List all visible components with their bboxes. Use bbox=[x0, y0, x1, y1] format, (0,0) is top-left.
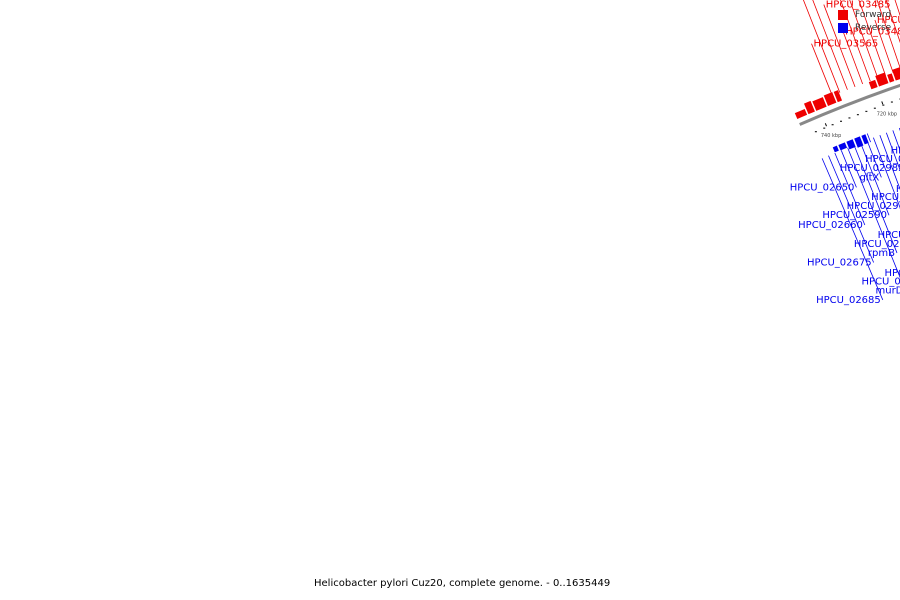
genome-backbone bbox=[799, 83, 900, 126]
tick-label: 740 kbp bbox=[821, 133, 841, 139]
position-dot bbox=[856, 114, 859, 116]
reverse-gene-label: HPCU_02920 bbox=[865, 154, 900, 165]
reverse-label-line bbox=[873, 137, 900, 209]
legend-forward-label: Forward bbox=[855, 9, 892, 20]
legend-reverse-label: Reverse bbox=[855, 22, 892, 33]
position-dot bbox=[823, 127, 826, 129]
forward-gene-label: HPCU_03480 bbox=[845, 26, 900, 37]
label-layer: HPCU_02665HPCU_02690HPCU_02705HPCU_02710… bbox=[790, 0, 900, 306]
forward-gene bbox=[875, 72, 889, 87]
reverse-gene-label: HPCU_02960 bbox=[854, 239, 900, 250]
reverse-gene-label: HPCU_02685 bbox=[816, 295, 881, 306]
reverse-label-line bbox=[821, 158, 884, 301]
forward-gene bbox=[803, 100, 815, 115]
reverse-gene bbox=[861, 134, 869, 145]
reverse-gene-label: HPCU_02590 bbox=[822, 210, 887, 221]
reverse-gene-label: gltX bbox=[859, 172, 879, 183]
reverse-gene-label: rpmB bbox=[868, 248, 895, 259]
reverse-label-line bbox=[834, 152, 866, 226]
position-dot bbox=[873, 107, 876, 109]
reverse-gene-label: HPCU_02660 bbox=[798, 220, 863, 231]
reverse-label-line bbox=[828, 155, 874, 263]
tick-mark bbox=[824, 123, 827, 127]
reverse-label-line bbox=[847, 147, 900, 279]
reverse-gene-label: HPCU_02980 bbox=[861, 277, 900, 288]
reverse-label-line bbox=[860, 142, 890, 216]
reverse-label-line bbox=[866, 139, 882, 178]
forward-label-line bbox=[874, 19, 894, 74]
forward-label-line bbox=[823, 4, 856, 87]
forward-label-line bbox=[811, 43, 833, 96]
forward-gene-label: HPCU_03320 bbox=[877, 15, 900, 26]
reverse-label-line bbox=[840, 150, 857, 188]
forward-gene bbox=[868, 79, 878, 90]
forward-label-line bbox=[842, 31, 864, 85]
reverse-gene-label: HPCU_02860 bbox=[871, 192, 900, 203]
reverse-gene-label: HPCU_02870 bbox=[891, 146, 900, 157]
position-dot bbox=[814, 131, 817, 133]
reverse-gene bbox=[846, 139, 856, 150]
forward-label-line bbox=[812, 0, 848, 90]
tick-mark bbox=[881, 101, 884, 105]
reverse-label-line bbox=[853, 145, 898, 254]
legend: Forward Reverse bbox=[838, 8, 891, 34]
reverse-gene bbox=[866, 133, 871, 143]
forward-gene-label: HPCU_03485 bbox=[826, 0, 891, 11]
reverse-gene-label: HPCU_02890 bbox=[884, 268, 900, 279]
reverse-gene-label: HPCU_02985 bbox=[840, 163, 900, 174]
forward-label-line bbox=[802, 0, 841, 93]
map-caption: Helicobacter pylori Cuz20, complete geno… bbox=[314, 578, 611, 589]
forward-label-line bbox=[876, 0, 900, 69]
legend-reverse-swatch bbox=[838, 22, 848, 33]
reverse-gene-label: murD bbox=[875, 285, 900, 296]
reverse-gene-label: HPCU_02965 bbox=[878, 230, 900, 241]
reverse-gene-label: HPCU_02650 bbox=[790, 182, 855, 193]
forward-gene-label: HPCU_03565 bbox=[814, 39, 879, 50]
legend-forward-swatch bbox=[838, 9, 848, 20]
reverse-label-line bbox=[879, 135, 900, 191]
reverse-gene bbox=[838, 142, 848, 151]
reverse-gene bbox=[832, 145, 839, 153]
position-dot bbox=[882, 104, 885, 106]
forward-label-line bbox=[849, 0, 879, 79]
reverse-gene-label: HPCU_02675 bbox=[807, 258, 872, 269]
forward-gene bbox=[887, 73, 895, 83]
position-dot bbox=[865, 110, 868, 113]
reverse-gene-label: HPCU_02950 bbox=[896, 184, 900, 195]
forward-gene bbox=[892, 67, 900, 81]
tick-label: 720 kbp bbox=[877, 112, 897, 118]
legend-reverse: Reverse bbox=[838, 21, 891, 34]
position-dot bbox=[890, 101, 893, 103]
tick-layer: 540 kbp560 kbp580 kbp600 kbp620 kbp640 k… bbox=[814, 98, 900, 139]
position-dot bbox=[848, 117, 851, 119]
forward-gene bbox=[833, 90, 843, 103]
forward-label-line bbox=[858, 0, 886, 76]
forward-gene bbox=[812, 97, 827, 111]
gene-layer bbox=[794, 67, 900, 153]
position-dot bbox=[831, 124, 834, 126]
forward-gene bbox=[794, 108, 808, 119]
label-line-layer bbox=[802, 0, 900, 301]
forward-label-line bbox=[885, 0, 900, 44]
position-dot bbox=[840, 120, 843, 122]
forward-gene bbox=[823, 92, 837, 107]
reverse-gene-label: HPCU_02915 bbox=[847, 201, 900, 212]
legend-forward: Forward bbox=[838, 8, 891, 21]
